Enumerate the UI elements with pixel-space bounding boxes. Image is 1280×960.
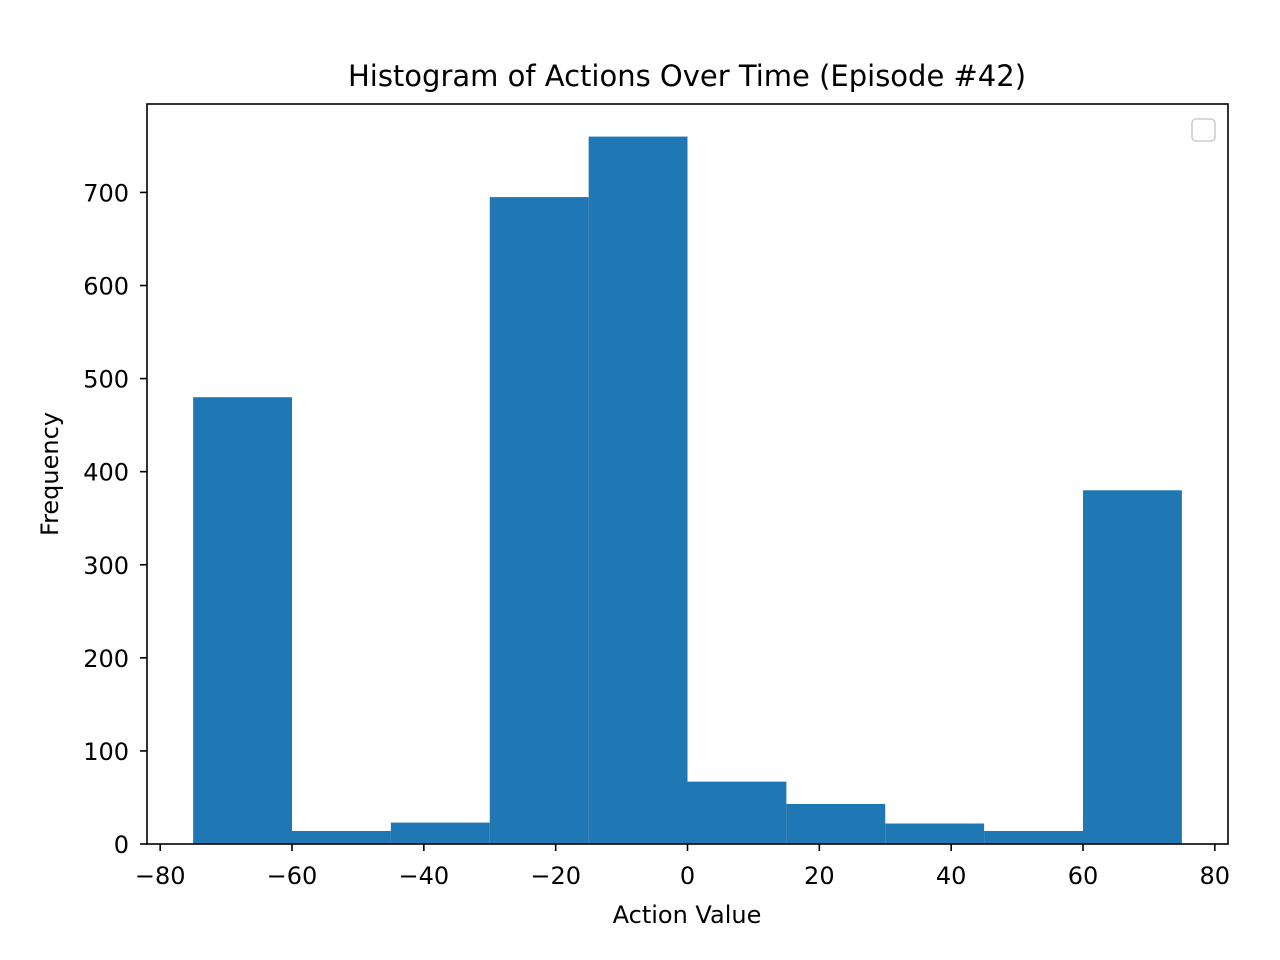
histogram-bar xyxy=(786,803,886,844)
x-tick-label: 20 xyxy=(804,862,835,890)
histogram-bar xyxy=(390,822,490,844)
x-axis: −80 −60 −40 −20 0 20 40 60 80 xyxy=(135,844,1230,890)
histogram-bar xyxy=(1082,490,1182,844)
histogram-bar xyxy=(984,830,1083,844)
histogram-bar xyxy=(193,397,293,844)
y-tick-label: 600 xyxy=(83,273,129,301)
legend-box xyxy=(1191,118,1216,142)
histogram-bar xyxy=(885,823,985,844)
x-tick-label: −40 xyxy=(399,862,450,890)
histogram-bar xyxy=(588,136,688,844)
plot-frame xyxy=(146,103,1229,845)
y-tick-label: 700 xyxy=(83,179,129,207)
x-axis-title: Action Value xyxy=(613,901,762,929)
y-tick-label: 100 xyxy=(83,738,129,766)
y-tick-label: 400 xyxy=(83,459,129,487)
x-tick-label: 60 xyxy=(1068,862,1099,890)
bars-group xyxy=(193,136,1182,844)
y-tick-label: 200 xyxy=(83,645,129,673)
histogram-bar xyxy=(489,197,589,844)
x-tick-label: 40 xyxy=(936,862,967,890)
x-tick-label: −60 xyxy=(267,862,318,890)
histogram-bar xyxy=(292,830,391,844)
y-tick-label: 500 xyxy=(83,366,129,394)
x-tick-label: −80 xyxy=(135,862,186,890)
y-tick-label: 0 xyxy=(114,831,129,859)
chart-title: Histogram of Actions Over Time (Episode … xyxy=(348,59,1026,93)
y-axis-title: Frequency xyxy=(36,412,64,536)
histogram-bar xyxy=(687,781,787,844)
x-tick-label: 80 xyxy=(1200,862,1231,890)
y-axis: 0 100 200 300 400 500 600 700 xyxy=(83,179,147,859)
x-tick-label: 0 xyxy=(680,862,695,890)
y-tick-label: 300 xyxy=(83,552,129,580)
x-tick-label: −20 xyxy=(530,862,581,890)
